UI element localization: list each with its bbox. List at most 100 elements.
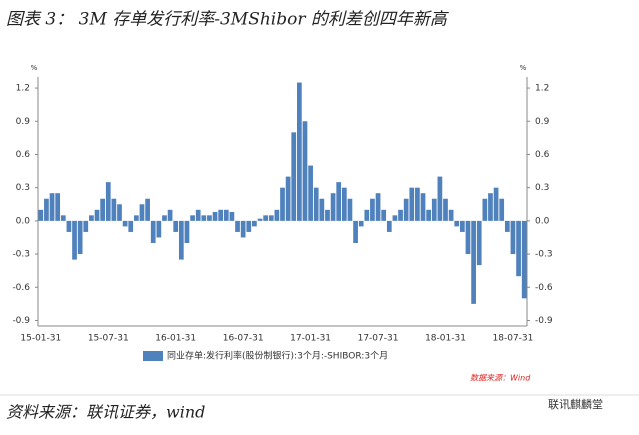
bar	[392, 215, 398, 221]
y2-tick-label: 0.6	[535, 150, 550, 160]
bar	[111, 198, 117, 221]
bar	[437, 176, 443, 221]
bar	[201, 215, 207, 221]
bar	[139, 204, 145, 221]
bar	[381, 209, 387, 221]
bar	[60, 215, 66, 221]
bar	[105, 182, 111, 221]
bar	[128, 220, 134, 232]
bar	[100, 198, 105, 221]
bar	[386, 220, 392, 232]
bar	[184, 220, 190, 243]
bar	[173, 220, 179, 232]
bar	[336, 182, 342, 221]
source-note: 数据来源：Wind	[470, 374, 531, 383]
bar	[471, 220, 476, 304]
y2-tick-label: -0.6	[535, 283, 553, 293]
bar	[134, 215, 139, 221]
bar	[89, 215, 94, 221]
y2-tick-label: -0.9	[535, 316, 553, 326]
bar	[72, 220, 77, 260]
bar	[454, 220, 460, 227]
legend-label: 同业存单:发行利率(股份制银行):3个月:-SHIBOR:3个月	[167, 350, 388, 362]
bar	[465, 220, 471, 255]
chart-title: 图表 3： 3M 存单发行利率-3MShibor 的利差创四年新高	[6, 10, 450, 30]
bar	[150, 220, 156, 243]
bar	[77, 220, 83, 255]
y-tick-label: 0.9	[16, 117, 31, 127]
x-tick-label: 15-01-31	[20, 334, 61, 344]
bar	[240, 220, 246, 238]
bar	[274, 209, 280, 221]
source: 资料来源：联讯证券，wind	[6, 403, 205, 422]
y2-tick-label: 1.2	[535, 84, 549, 94]
bar	[297, 82, 302, 221]
bar	[510, 220, 516, 255]
bar	[341, 187, 347, 221]
bar	[55, 193, 61, 221]
bar	[178, 220, 184, 260]
bar	[448, 209, 454, 221]
bar	[263, 215, 268, 221]
bar	[94, 209, 100, 221]
bar	[325, 209, 330, 221]
y-tick-label: -0.3	[12, 250, 30, 260]
bar	[319, 198, 325, 221]
bar	[195, 209, 201, 221]
bar	[482, 198, 488, 221]
bar	[223, 209, 229, 221]
bar	[235, 220, 240, 232]
y2-tick-label: 0.9	[535, 117, 550, 127]
bar	[162, 215, 167, 221]
bar	[190, 215, 195, 221]
bar	[476, 220, 482, 266]
bar	[516, 220, 521, 277]
y2-tick-label: 0.0	[535, 216, 550, 226]
x-tick-label: 18-01-31	[425, 334, 466, 344]
bar	[302, 121, 308, 221]
bar	[117, 204, 122, 221]
y2-tick-label: -0.3	[535, 250, 553, 260]
x-tick-label: 16-01-31	[155, 334, 196, 344]
y-tick-label: -0.6	[12, 283, 30, 293]
bar	[252, 220, 257, 227]
x-tick-label: 18-07-31	[493, 334, 534, 344]
bar	[308, 165, 313, 221]
bar	[353, 220, 358, 243]
bar	[268, 215, 274, 221]
bar	[66, 220, 72, 232]
y-tick-label: 0.6	[16, 150, 31, 160]
bar	[280, 187, 285, 221]
bar	[49, 193, 55, 221]
bar	[207, 215, 212, 221]
bar	[398, 209, 403, 221]
bar	[358, 220, 364, 227]
bar	[167, 209, 173, 221]
bar	[246, 220, 252, 232]
bar	[460, 220, 465, 232]
bar	[504, 220, 510, 232]
y2-tick-label: 0.3	[535, 183, 549, 193]
watermark: 联讯麒麟堂	[548, 397, 603, 411]
x-tick-label: 15-07-31	[88, 334, 129, 344]
x-tick-label: 16-07-31	[223, 334, 264, 344]
bar	[122, 220, 128, 227]
bar	[257, 218, 263, 221]
bar	[375, 193, 381, 221]
y-unit: %	[31, 64, 38, 72]
bar	[409, 187, 415, 221]
bar	[431, 198, 437, 221]
bar	[521, 220, 527, 299]
y-tick-label: 0.3	[16, 183, 30, 193]
bar	[493, 187, 499, 221]
bar	[83, 220, 89, 232]
y-tick-label: -0.9	[12, 316, 30, 326]
x-tick-label: 17-01-31	[290, 334, 331, 344]
bar	[330, 193, 336, 221]
bar	[212, 212, 218, 221]
bar	[285, 176, 291, 221]
bar	[291, 132, 297, 221]
bar	[499, 198, 505, 221]
bar	[145, 198, 150, 221]
